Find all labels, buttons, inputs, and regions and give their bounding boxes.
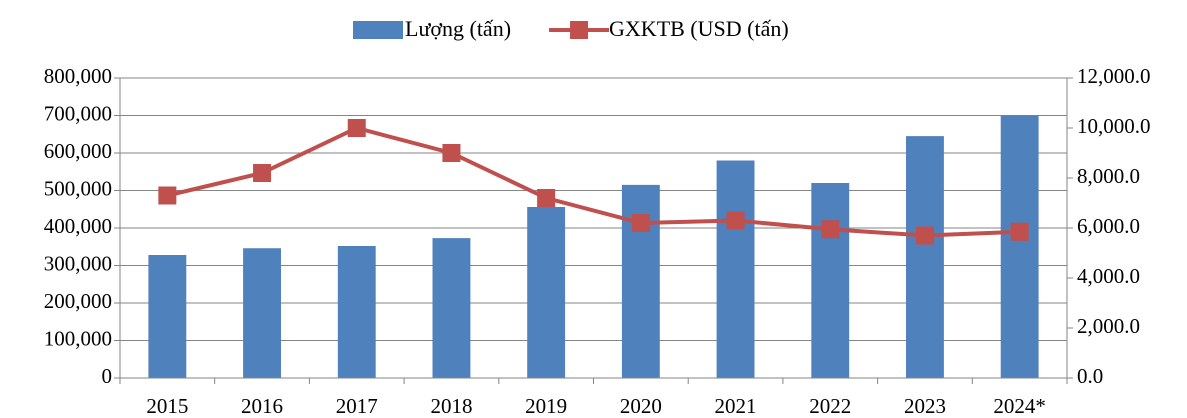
- legend-label: Lượng (tấn): [405, 16, 511, 41]
- y-tick-label: 600,000: [44, 139, 112, 163]
- marker: [726, 211, 745, 230]
- y2-tick-label: 4,000.0: [1077, 264, 1140, 288]
- x-tick-label: 2015: [146, 394, 188, 418]
- legend-swatch: [353, 21, 403, 39]
- y2-tick-label: 10,000.0: [1077, 114, 1151, 138]
- y2-tick-label: 2,000.0: [1077, 314, 1140, 338]
- legend-marker: [570, 21, 589, 39]
- legend-label: GXKTB (USD (tấn): [609, 16, 789, 41]
- marker: [537, 189, 556, 207]
- marker: [821, 220, 840, 239]
- y-tick-label: 300,000: [44, 251, 112, 275]
- marker: [1010, 222, 1029, 241]
- y-tick-label: 400,000: [44, 214, 112, 238]
- x-tick-label: 2016: [241, 394, 283, 418]
- bar: [527, 207, 566, 378]
- bar: [621, 184, 660, 378]
- y-tick-label: 700,000: [44, 101, 112, 125]
- x-tick-label: 2017: [336, 394, 378, 418]
- x-tick-label: 2020: [620, 394, 662, 418]
- marker: [631, 214, 650, 232]
- bar: [148, 255, 187, 378]
- x-tick-label: 2022: [809, 394, 851, 418]
- y2-tick-label: 12,000.0: [1077, 64, 1151, 88]
- y2-tick-label: 6,000.0: [1077, 214, 1140, 238]
- bar: [1000, 115, 1039, 378]
- marker: [915, 226, 934, 245]
- bar: [337, 246, 376, 378]
- y-tick-label: 200,000: [44, 289, 112, 313]
- bar: [906, 136, 944, 378]
- y-tick-label: 100,000: [44, 326, 112, 350]
- marker: [253, 164, 272, 182]
- x-tick-label: 2019: [525, 394, 567, 418]
- x-tick-label: 2024*: [993, 394, 1046, 418]
- bar: [811, 183, 850, 378]
- marker: [442, 144, 461, 162]
- y2-tick-label: 8,000.0: [1077, 164, 1140, 188]
- marker: [158, 186, 177, 205]
- x-tick-label: 2021: [715, 394, 757, 418]
- x-tick-label: 2018: [430, 394, 472, 418]
- marker: [347, 119, 366, 137]
- y-tick-label: 0: [102, 364, 113, 388]
- y-tick-label: 500,000: [44, 176, 112, 200]
- bar: [432, 238, 471, 378]
- y2-tick-label: 0.0: [1077, 364, 1103, 388]
- y-tick-label: 800,000: [44, 64, 112, 88]
- x-tick-label: 2023: [904, 394, 946, 418]
- line: [166, 125, 1020, 238]
- bar: [243, 248, 281, 378]
- bar: [716, 160, 755, 378]
